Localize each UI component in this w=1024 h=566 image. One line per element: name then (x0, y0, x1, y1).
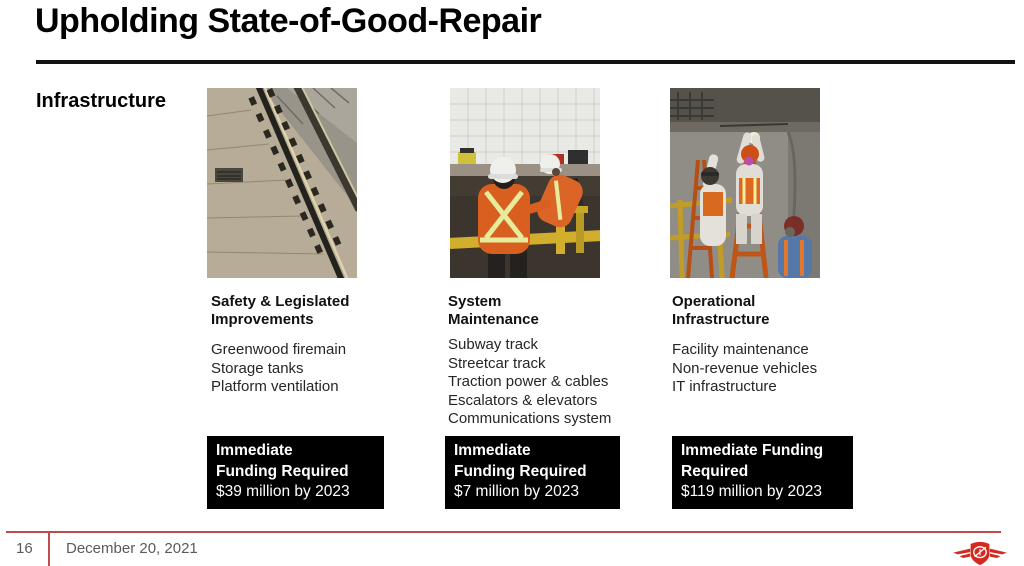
operational-infrastructure-illustration (670, 88, 820, 278)
column-item-list: Facility maintenance Non-revenue vehicle… (672, 341, 862, 397)
funding-label: Immediate Funding Required (681, 442, 824, 480)
list-item: Subway track (448, 336, 539, 353)
subway-track-tunnel-photo (207, 88, 357, 278)
funding-box-system: Immediate Funding Required $7 million by… (445, 436, 620, 509)
title-underline-rule (36, 60, 1015, 64)
list-item: Storage tanks (211, 359, 304, 377)
footer-divider (48, 531, 50, 566)
list-item: Traction power & cables (448, 373, 609, 390)
slide-title: Upholding State-of-Good-Repair (35, 2, 542, 40)
funding-label: Immediate Funding Required (216, 442, 349, 480)
funding-amount: $119 million by 2023 (681, 483, 823, 500)
list-item: IT infrastructure (672, 378, 777, 395)
workers-with-laptop-track-machine-photo (450, 88, 600, 278)
subway-track-illustration (207, 88, 357, 278)
page-number: 16 (16, 540, 33, 557)
funding-amount: $7 million by 2023 (454, 483, 579, 500)
column-safety-legislated: Safety & Legislated Improvements Greenwo… (211, 293, 391, 397)
list-item: Non-revenue vehicles (672, 359, 818, 377)
list-item: Communications system (448, 410, 612, 427)
column-item-list: Greenwood firemain Storage tanks Platfor… (211, 341, 391, 397)
list-item: Facility maintenance (672, 341, 809, 358)
list-item: Streetcar track (448, 354, 546, 372)
column-heading: System Maintenance (448, 293, 539, 328)
slide-date: December 20, 2021 (66, 540, 198, 557)
list-item: Escalators & elevators (448, 391, 598, 409)
column-item-list: Subway track Streetcar track Traction po… (448, 336, 638, 429)
workers-ceiling-repair-photo (670, 88, 820, 278)
column-heading: Safety & Legislated Improvements (211, 293, 350, 328)
funding-label: Immediate Funding Required (454, 442, 587, 480)
funding-amount: $39 million by 2023 (216, 483, 350, 500)
ttc-logo-icon (951, 541, 1009, 566)
footer-rule (6, 531, 1001, 533)
column-operational-infrastructure: Operational Infrastructure Facility main… (672, 293, 862, 397)
list-item: Greenwood firemain (211, 341, 347, 358)
column-system-maintenance: System Maintenance Subway track Streetca… (448, 293, 638, 429)
list-item: Platform ventilation (211, 378, 339, 395)
column-heading: Operational Infrastructure (672, 293, 770, 328)
ttc-logo-graphic (953, 541, 1007, 566)
funding-box-safety: Immediate Funding Required $39 million b… (207, 436, 384, 509)
section-label: Infrastructure (36, 90, 167, 112)
system-maintenance-illustration (450, 88, 600, 278)
funding-box-operational: Immediate Funding Required $119 million … (672, 436, 853, 509)
